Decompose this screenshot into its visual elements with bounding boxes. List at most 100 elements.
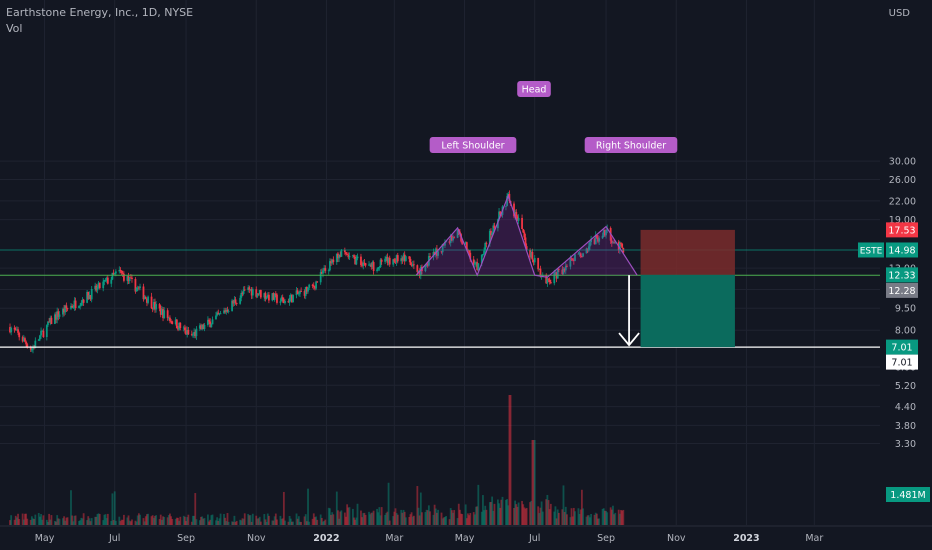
- candle: [243, 286, 246, 291]
- volume-bar: [473, 514, 476, 525]
- candle-body: [429, 256, 431, 257]
- time-tick-label: Nov: [667, 533, 686, 544]
- volume-bar: [25, 513, 28, 525]
- candle: [128, 276, 131, 284]
- candle-body: [579, 253, 582, 257]
- volume-bar: [563, 511, 566, 525]
- volume-bar: [82, 513, 85, 525]
- candle: [331, 258, 334, 265]
- volume-bar: [42, 515, 45, 525]
- candle-body: [147, 296, 149, 303]
- candle: [295, 287, 298, 299]
- candle-body: [111, 272, 114, 280]
- candle: [522, 228, 525, 233]
- chart-title: Earthstone Energy, Inc., 1D, NYSE: [6, 6, 194, 19]
- price-tick-label: 4.40: [895, 402, 916, 413]
- volume-bar: [203, 518, 206, 525]
- candle-body: [411, 264, 414, 266]
- candle-body: [123, 273, 125, 281]
- candle-body: [103, 280, 106, 282]
- candle-body: [296, 290, 299, 294]
- candle: [24, 336, 26, 343]
- candle: [144, 295, 147, 300]
- candle: [137, 286, 140, 291]
- candle-body: [594, 234, 597, 245]
- volume-bar: [240, 520, 243, 525]
- volume-bar: [129, 521, 132, 525]
- volume-bar: [131, 519, 133, 525]
- candle: [146, 298, 148, 307]
- candle: [184, 324, 186, 334]
- candle-body: [396, 255, 399, 262]
- candle-body: [21, 337, 24, 342]
- candle-body: [452, 237, 454, 241]
- candle: [378, 266, 381, 271]
- volume-bar: [498, 503, 500, 525]
- candle-body: [356, 256, 359, 259]
- volume-bar: [304, 514, 307, 525]
- volume-bar: [459, 509, 461, 525]
- candle: [323, 264, 326, 273]
- volume-bar: [17, 513, 19, 525]
- time-axis-bg: [0, 526, 932, 550]
- candle-body: [22, 338, 25, 342]
- candle-body: [32, 347, 34, 350]
- pattern-fill: [416, 195, 638, 278]
- candle: [307, 287, 309, 294]
- candle-body: [572, 259, 575, 261]
- candle: [485, 241, 488, 248]
- candle-body: [402, 254, 405, 261]
- price-badge-bg: [886, 339, 918, 355]
- candle: [89, 295, 92, 301]
- candle-body: [97, 282, 100, 287]
- candle-body: [233, 299, 236, 304]
- volume-bar: [170, 516, 172, 525]
- volume-bar: [296, 518, 299, 525]
- candle: [335, 253, 338, 265]
- volume-bar: [159, 514, 162, 525]
- candle: [464, 241, 467, 245]
- candle-body: [268, 294, 270, 301]
- candle: [361, 261, 364, 268]
- candle-body: [284, 300, 286, 304]
- volume-bar: [49, 519, 52, 525]
- candle: [362, 259, 365, 270]
- candle: [312, 282, 315, 290]
- candle-body: [516, 216, 519, 221]
- volume-bar: [614, 512, 617, 525]
- candle: [39, 334, 41, 342]
- candle-body: [13, 327, 16, 330]
- volume-bar: [450, 510, 453, 525]
- candle: [96, 284, 99, 294]
- volume-bar: [353, 517, 355, 525]
- candle-body: [482, 254, 484, 256]
- candle: [303, 289, 306, 299]
- volume-bar: [590, 513, 592, 525]
- candle: [621, 242, 624, 249]
- candle-body: [589, 242, 591, 247]
- volume-bar: [136, 515, 139, 525]
- pattern-label-text: Left Shoulder: [441, 141, 504, 152]
- candle-body: [264, 293, 267, 299]
- candle-body: [216, 312, 219, 316]
- time-tick-label: May: [455, 533, 475, 544]
- candle-body: [546, 278, 549, 284]
- pattern-label-bg: [517, 81, 551, 97]
- candle-body: [477, 263, 480, 271]
- candle-body: [297, 293, 300, 295]
- candle: [574, 253, 576, 262]
- volume-bar: [47, 521, 49, 525]
- volume-bar: [472, 512, 475, 525]
- candle: [49, 315, 52, 326]
- candle-body: [250, 289, 253, 296]
- volume-bar: [112, 520, 115, 525]
- candle: [371, 260, 374, 270]
- candle: [147, 295, 149, 305]
- candle-body: [564, 265, 567, 271]
- volume-bar: [403, 511, 406, 525]
- volume-bar: [601, 508, 604, 525]
- volume-bar: [521, 500, 523, 525]
- volume-bar: [63, 516, 65, 525]
- candle: [347, 252, 350, 260]
